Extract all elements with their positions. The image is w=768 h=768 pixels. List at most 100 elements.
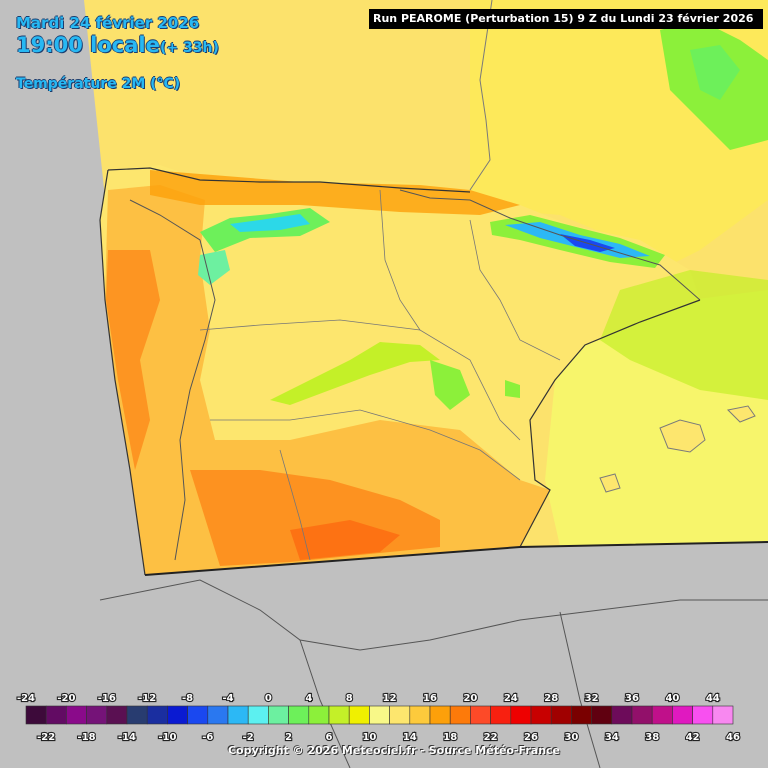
legend-bottom-label: -2 (243, 732, 254, 743)
legend-top-label: -24 (17, 693, 35, 704)
legend-bottom-label: -6 (202, 732, 213, 743)
legend-top-label: 24 (504, 693, 518, 704)
legend-bottom-label: 2 (285, 732, 292, 743)
central-system (270, 342, 440, 405)
legend-bottom-label: 26 (524, 732, 538, 743)
legend-bottom-label: -22 (37, 732, 55, 743)
copyright-text: Copyright © 2026 Meteociel.fr - Source M… (227, 744, 561, 757)
legend-top-label: 44 (706, 693, 720, 704)
legend-swatch (470, 705, 491, 725)
legend-bottom-label: 6 (326, 732, 333, 743)
legend-swatch (712, 705, 734, 725)
legend-swatch (429, 705, 451, 725)
legend-top-label: -16 (98, 693, 116, 704)
legend-top-label: 0 (265, 693, 272, 704)
legend-swatch (591, 705, 613, 725)
legend-top-label: 8 (346, 693, 353, 704)
legend-swatch (187, 705, 209, 725)
legend-bottom-label: 22 (484, 732, 498, 743)
legend-bottom-label: 46 (726, 732, 740, 743)
pyrenees-border (399, 189, 701, 301)
legend-swatch (651, 705, 673, 725)
west-coast-strip (106, 250, 160, 470)
legend-top-label: -8 (182, 693, 193, 704)
legend-bottom-label: 10 (362, 732, 376, 743)
legend-top-label: -20 (57, 693, 75, 704)
legend-swatch (369, 705, 390, 725)
cantabrian-cold (230, 214, 310, 232)
legend-bottom-labels: -22 -18 -14 -10 -6 -2 2 6 10 14 18 22 26 30 34 38 42 46 (36, 731, 741, 744)
legend-bottom-label: 18 (443, 732, 457, 743)
lead-time: (+ 33h) (160, 40, 219, 56)
legend-swatch (328, 705, 350, 725)
legend-top-label: 32 (585, 693, 599, 704)
french-coast (469, 0, 493, 191)
legend-top-label: 12 (383, 693, 397, 704)
legend-bottom-label: -18 (78, 732, 96, 743)
legend-swatch (126, 705, 148, 725)
legend-swatch (449, 705, 471, 725)
africa-border (299, 639, 351, 768)
legend-swatch (611, 705, 633, 725)
legend-top-label: -4 (222, 693, 233, 704)
legend-swatch (45, 705, 67, 725)
run-info-box: Run PEAROME (Perturbation 15) 9 Z du Lun… (369, 9, 763, 29)
africa-coastline (99, 579, 768, 651)
legend-swatch (146, 705, 168, 725)
legend-swatch (389, 705, 411, 725)
legend-swatch (308, 705, 330, 725)
forecast-date: Mardi 24 février 2026 (16, 14, 200, 32)
legend-top-label: 20 (463, 693, 477, 704)
legend-swatch (207, 705, 229, 725)
legend-swatch (86, 705, 108, 725)
legend-swatch (672, 705, 693, 725)
legend-swatch (550, 705, 572, 725)
legend-swatch (247, 705, 269, 725)
legend-swatch (348, 705, 370, 725)
iberian-east-cool (505, 380, 520, 398)
iberian-system (430, 360, 470, 410)
legend-top-label: -12 (138, 693, 156, 704)
africa-border (559, 611, 601, 768)
legend-swatch (631, 705, 653, 725)
legend-swatch (571, 705, 592, 725)
color-legend: -24 -20 -16 -12 -8 -4 0 4 8 12 16 20 24 28 32 36 40 44 -2… (16, 692, 741, 744)
legend-top-label: 36 (625, 693, 639, 704)
legend-top-label: 28 (544, 693, 558, 704)
iberia-coastline (107, 167, 471, 193)
mallorca (659, 419, 706, 453)
forecast-time: 19:00 locale (16, 33, 160, 57)
legend-swatch (227, 705, 249, 725)
med-cool-zone (600, 270, 768, 400)
med-coastline (519, 299, 701, 548)
legend-top-labels: -24 -20 -16 -12 -8 -4 0 4 8 12 16 20 24 28 32 36 40 44 (16, 692, 721, 705)
region-border (379, 189, 421, 331)
domain-edge (144, 541, 768, 576)
legend-bottom-label: 34 (605, 732, 619, 743)
region-border (469, 219, 561, 361)
legend-swatch (490, 705, 512, 725)
legend-swatch (25, 705, 47, 725)
legend-swatch (167, 705, 188, 725)
region-border (210, 409, 521, 481)
legend-swatch (409, 705, 431, 725)
variable-title: Température 2M (°C) (16, 76, 181, 92)
legend-bottom-label: 42 (686, 732, 700, 743)
menorca (726, 405, 756, 423)
legend-swatch (268, 705, 289, 725)
hot-core (290, 520, 400, 560)
legend-swatch (106, 705, 128, 725)
region-border (279, 449, 311, 561)
legend-top-label: 16 (423, 693, 437, 704)
legend-swatch (288, 705, 310, 725)
legend-swatch (510, 705, 532, 725)
legend-bottom-label: 14 (403, 732, 417, 743)
legend-swatch (530, 705, 552, 725)
portugal-border (129, 199, 216, 561)
legend-bottom-label: 38 (645, 732, 659, 743)
portugal-coastline (99, 169, 146, 576)
alps-cold (690, 45, 740, 100)
legend-top-label: 40 (665, 693, 679, 704)
legend-swatch (66, 705, 87, 725)
